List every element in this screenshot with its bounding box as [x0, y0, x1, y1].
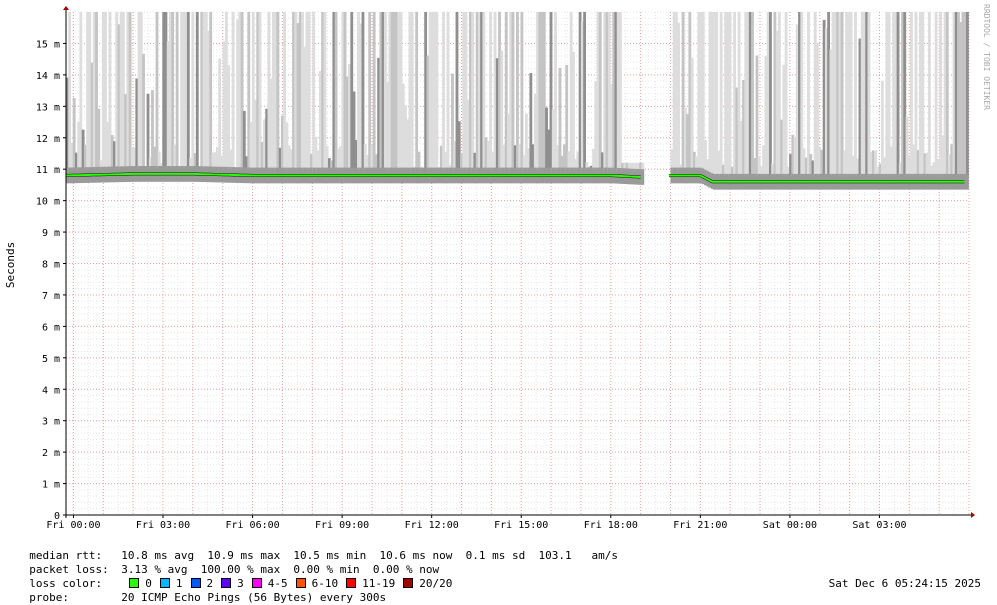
y-tick-label: 10 m: [36, 197, 60, 208]
smoke-band: [156, 12, 159, 169]
smoke-band: [442, 12, 445, 171]
x-tick-label: Fri 09:00: [315, 520, 369, 531]
smoke-band: [559, 68, 562, 171]
smoke-band: [720, 12, 723, 177]
smoke-band: [583, 12, 586, 171]
smoke-band: [619, 12, 622, 171]
smoke-band: [520, 12, 523, 171]
smoke-band: [489, 12, 492, 171]
y-tick-label: 4 m: [42, 385, 60, 396]
y-tick-label: 11 m: [36, 165, 60, 176]
smoke-band: [191, 12, 194, 169]
smoke-band: [946, 12, 949, 177]
loss-color-label: 20/20: [419, 577, 452, 590]
smoke-band: [807, 12, 810, 177]
smoke-band: [850, 12, 853, 177]
smoke-band: [232, 12, 235, 170]
smoke-band: [966, 12, 969, 177]
smoke-band: [209, 12, 212, 170]
legend-probe: probe:20 ICMP Echo Pings (56 Bytes) ever…: [16, 577, 386, 605]
smoke-band: [447, 12, 450, 171]
smoke-band: [599, 12, 602, 171]
x-tick-label: Sat 00:00: [763, 520, 817, 531]
smoke-band: [769, 12, 772, 177]
y-tick-label: 1 m: [42, 480, 60, 491]
y-tick-label: 8 m: [42, 260, 60, 271]
smoke-band: [729, 12, 732, 177]
loss-color-swatch: [403, 578, 413, 588]
x-tick-label: Fri 12:00: [405, 520, 459, 531]
y-tick-label: 9 m: [42, 228, 60, 239]
y-tick-label: 14 m: [36, 71, 60, 82]
smoke-band: [129, 12, 132, 169]
y-tick-label: 2 m: [42, 448, 60, 459]
y-axis-label: Seconds: [4, 242, 17, 288]
smoke-band: [176, 12, 179, 169]
legend-probe-key: probe:: [29, 591, 121, 605]
y-tick-label: 13 m: [36, 102, 60, 113]
smoke-band: [751, 12, 754, 177]
smoke-band: [187, 12, 190, 169]
x-tick-labels: Fri 00:00 Fri 03:00 Fri 06:00 Fri 09:00 Fri …: [46, 515, 906, 531]
smoke-band: [308, 12, 311, 171]
smoke-band: [854, 12, 857, 177]
smoke-band: [921, 12, 924, 177]
smoke-band: [572, 52, 575, 171]
loss-color-item: 20/20: [395, 577, 452, 591]
smoke-band: [677, 23, 680, 171]
smoke-band: [276, 12, 279, 171]
smoke-band: [335, 12, 338, 171]
smoke-band: [218, 58, 221, 169]
x-tick-label: Fri 18:00: [584, 520, 638, 531]
smoke-band: [471, 12, 474, 171]
smoke-band: [435, 12, 438, 171]
x-tick-label: Fri 21:00: [673, 520, 727, 531]
smoke-bands: [66, 12, 969, 190]
smoke-core: [641, 169, 644, 185]
x-tick-label: Fri 06:00: [225, 520, 279, 531]
y-tick-label: 3 m: [42, 417, 60, 428]
y-tick-label: 5 m: [42, 354, 60, 365]
y-tick-labels: 01 m2 m3 m4 m5 m6 m7 m8 m9 m10 m11 m12 m…: [36, 39, 66, 522]
x-axis-arrow: [971, 512, 975, 518]
y-tick-label: 15 m: [36, 39, 60, 50]
y-axis-arrow: [63, 6, 69, 10]
x-tick-label: Sat 03:00: [852, 520, 906, 531]
x-tick-label: Fri 00:00: [46, 520, 100, 531]
smoke-band: [897, 12, 900, 177]
x-tick-label: Fri 03:00: [136, 520, 190, 531]
y-tick-label: 7 m: [42, 291, 60, 302]
smoke-band: [785, 12, 788, 177]
smoke-core: [966, 174, 969, 190]
y-tick-label: 6 m: [42, 322, 60, 333]
rrdtool-watermark: RRDTOOL / TOBI OETIKER: [982, 4, 991, 110]
smoke-band: [142, 54, 145, 169]
x-tick-label: Fri 15:00: [494, 520, 548, 531]
legend-probe-value: 20 ICMP Echo Pings (56 Bytes) every 300s: [121, 591, 386, 604]
smoke-band: [928, 12, 931, 177]
smoke-band: [415, 12, 418, 171]
smoke-band: [196, 12, 199, 169]
y-tick-label: 12 m: [36, 134, 60, 145]
smoke-band: [373, 12, 376, 171]
smoke-band: [935, 12, 938, 177]
smoke-band: [411, 12, 414, 171]
timestamp: Sat Dec 6 05:24:15 2025: [829, 577, 981, 590]
